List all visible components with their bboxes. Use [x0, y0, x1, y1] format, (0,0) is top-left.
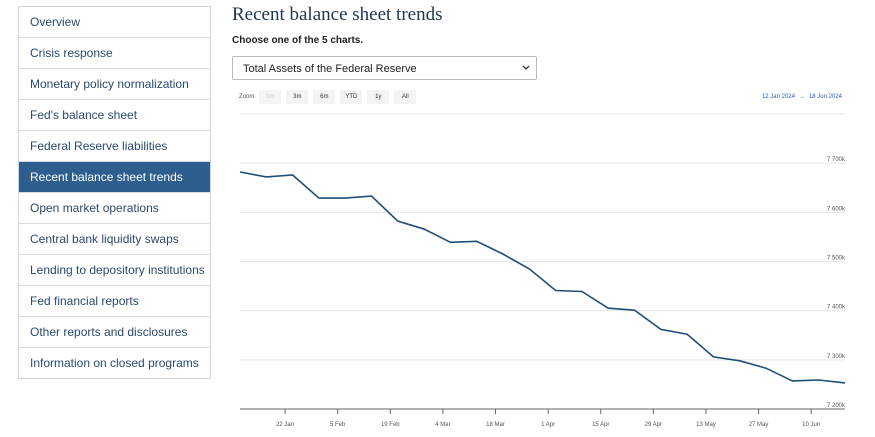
- zoom-button[interactable]: 6m: [313, 90, 336, 104]
- y-tick-label: 7 500k: [827, 256, 846, 262]
- zoom-button[interactable]: All: [394, 90, 417, 104]
- nav-item[interactable]: Overview: [19, 7, 210, 38]
- x-tick-label: 27 May: [749, 422, 769, 428]
- y-tick-label: 7 700k: [827, 157, 846, 163]
- y-tick-label: 7 200k: [827, 403, 846, 409]
- sidebar-nav: Overview Crisis response Monetary policy n…: [18, 6, 211, 379]
- zoom-button: 1m: [259, 90, 282, 104]
- x-tick-label: 29 Apr: [645, 422, 662, 428]
- nav-item[interactable]: Crisis response: [19, 38, 210, 69]
- x-tick-label: 18 Mar: [486, 422, 505, 428]
- nav-item[interactable]: Information on closed programs: [30, 356, 199, 370]
- zoom-label: Zoom: [239, 94, 255, 100]
- x-tick-label: 15 Apr: [592, 422, 609, 428]
- chart-select[interactable]: Total Assets of the Federal Reserve: [232, 56, 537, 80]
- x-tick-label: 4 Mar: [435, 422, 450, 428]
- nav-item[interactable]: Recent balance sheet trends: [19, 162, 210, 193]
- y-tick-label: 7 600k: [827, 206, 846, 212]
- x-tick-label: 13 May: [696, 422, 716, 428]
- nav-item[interactable]: Open market operations: [19, 193, 210, 224]
- zoom-button[interactable]: 1y: [367, 90, 390, 104]
- nav-item[interactable]: Fed financial reports: [19, 286, 210, 317]
- y-tick-label: 7 400k: [827, 305, 846, 311]
- nav-item[interactable]: Central bank liquidity swaps: [19, 224, 210, 255]
- nav-item[interactable]: Monetary policy normalization: [19, 69, 210, 100]
- line-series: [239, 171, 846, 384]
- range-to[interactable]: 18 Jun 2024: [808, 94, 842, 100]
- y-tick-label: 7 300k: [827, 354, 846, 360]
- range-arrow: →: [798, 94, 805, 100]
- date-range: 12 Jan 2024 → 18 Jun 2024: [758, 94, 842, 100]
- zoom-bar: Zoom 1m 3m 6m YTD 1y All: [239, 90, 417, 104]
- page-title: Recent balance sheet trends: [232, 4, 443, 25]
- x-tick-label: 19 Feb: [381, 422, 400, 428]
- dropdown-arrow: [522, 65, 530, 70]
- select-value: Total Assets of the Federal Reserve: [243, 63, 417, 75]
- x-tick-label: 1 Apr: [541, 422, 555, 428]
- nav-item[interactable]: Federal Reserve liabilities: [19, 131, 210, 162]
- x-tick-label: 5 Feb: [330, 422, 346, 428]
- nav-item[interactable]: Lending to depository institutions: [19, 255, 210, 286]
- nav-item[interactable]: Fed's balance sheet: [19, 100, 210, 131]
- nav-item[interactable]: Other reports and disclosures: [19, 317, 210, 348]
- x-tick-label: 22 Jan: [276, 422, 294, 428]
- zoom-button[interactable]: YTD: [340, 90, 363, 104]
- prompt: Choose one of the 5 charts.: [232, 35, 364, 46]
- range-from[interactable]: 12 Jan 2024: [761, 94, 795, 100]
- x-tick-label: 10 Jun: [802, 422, 820, 428]
- zoom-button[interactable]: 3m: [286, 90, 309, 104]
